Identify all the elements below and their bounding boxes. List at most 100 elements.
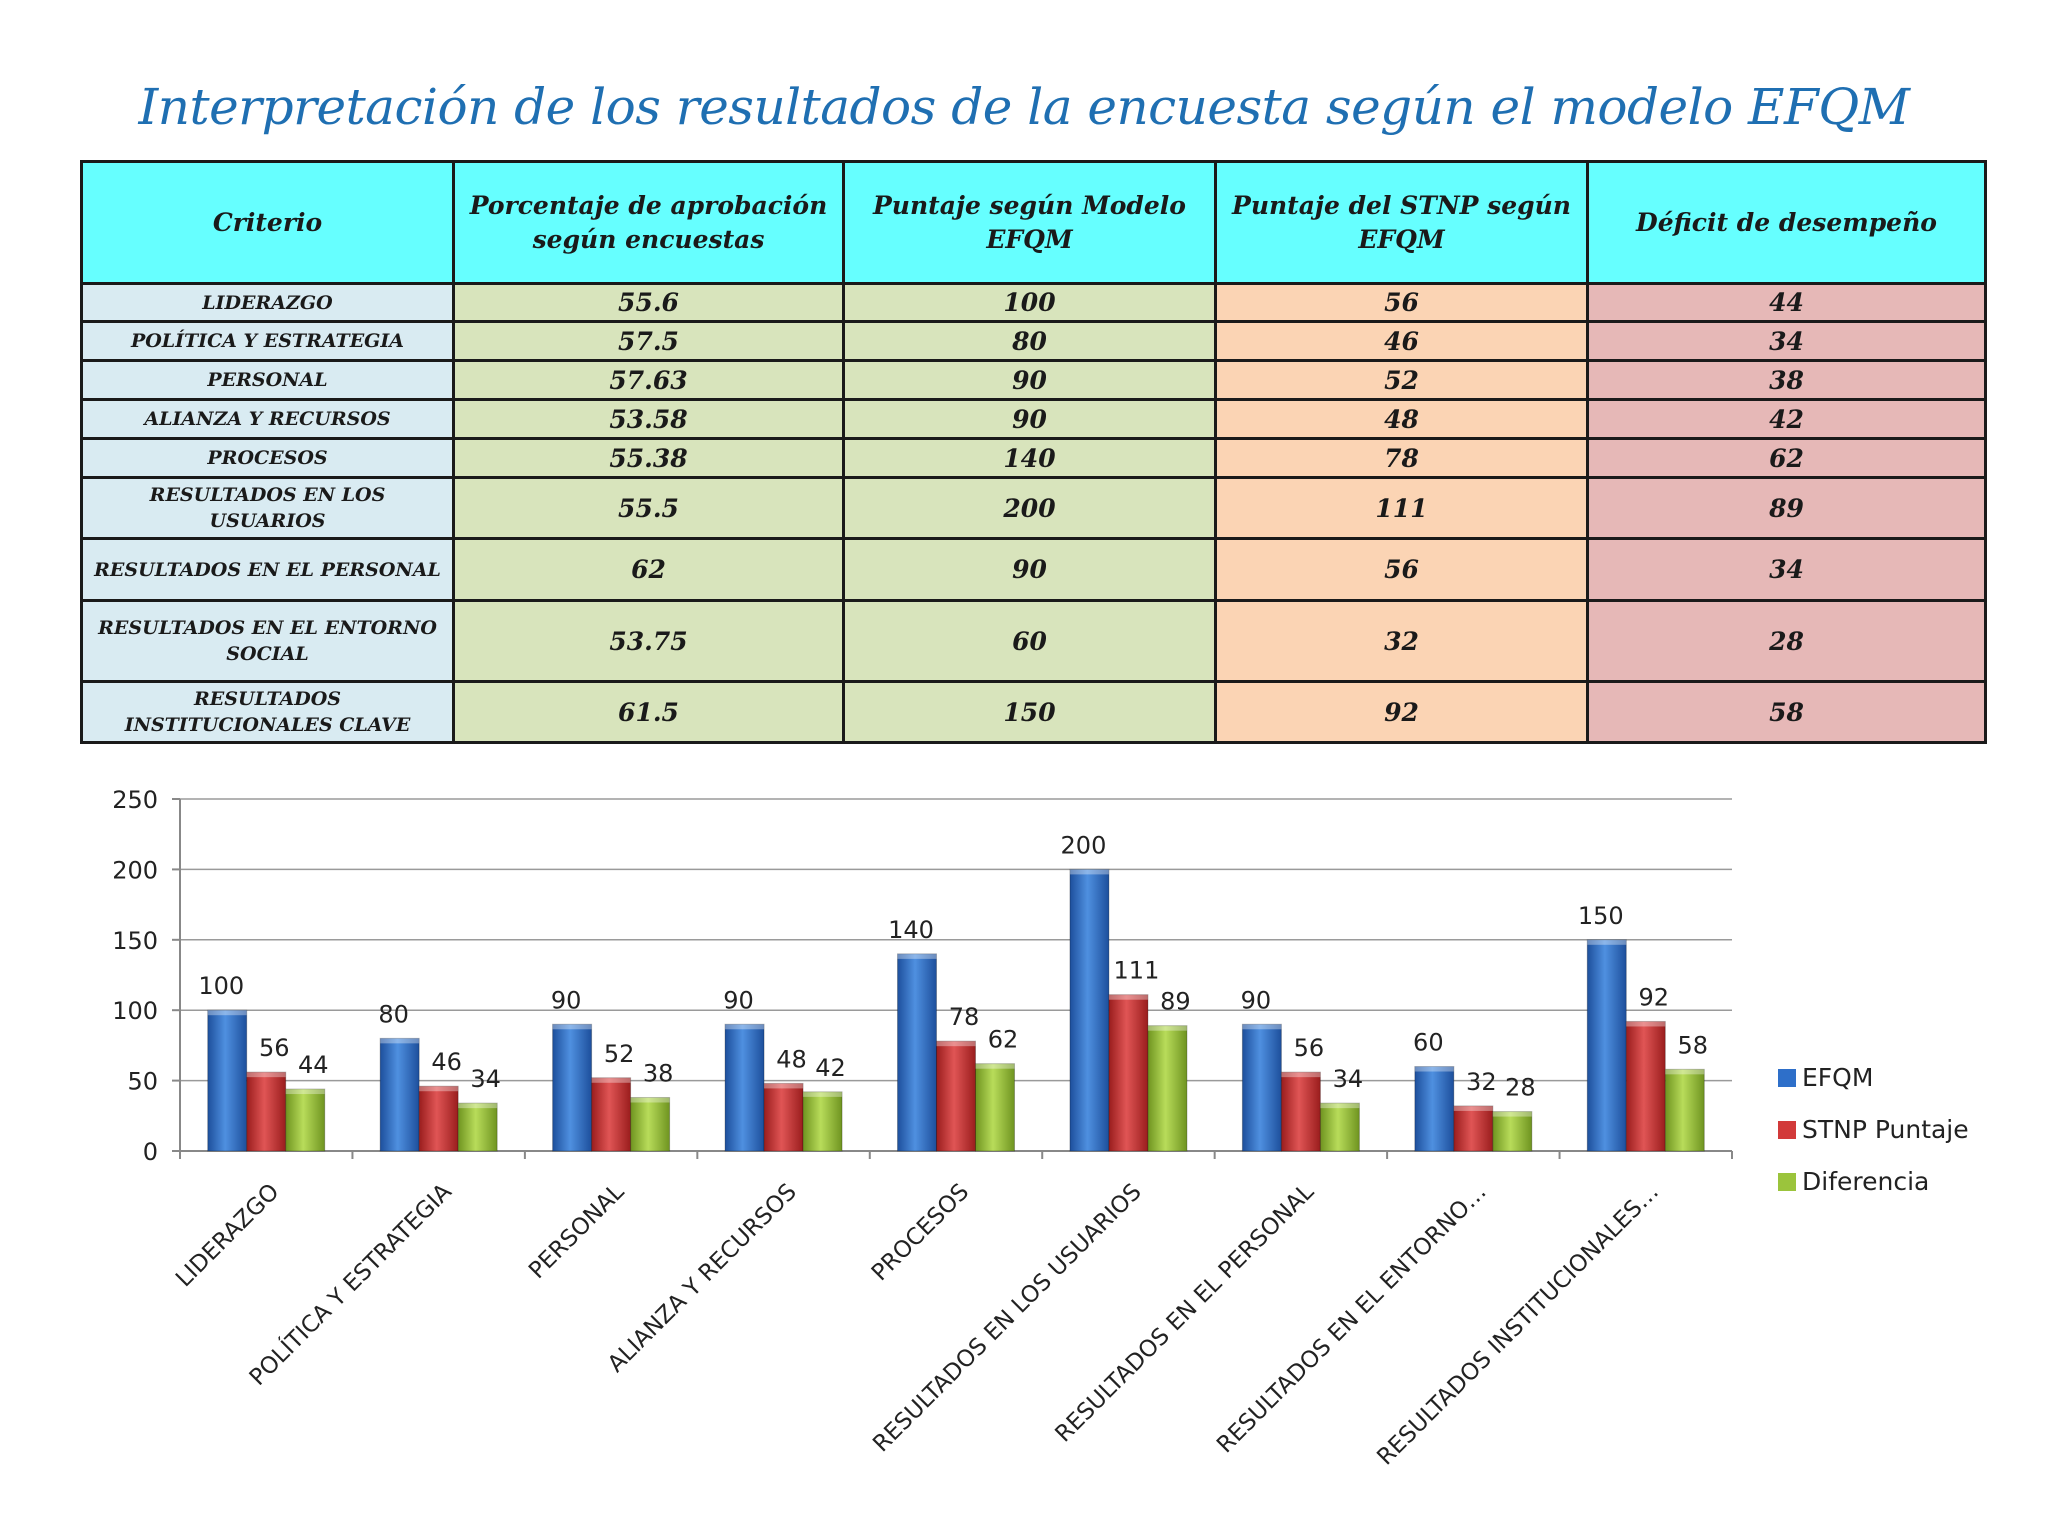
data-label: 140 <box>888 916 934 944</box>
data-label: 200 <box>1061 831 1107 859</box>
y-tick-label: 150 <box>112 927 158 955</box>
bar-efqm <box>379 1037 420 1152</box>
bar-top-highlight <box>1242 1024 1282 1030</box>
porcentaje-cell: 55.38 <box>452 437 845 479</box>
bar-top-highlight <box>552 1024 592 1030</box>
legend-label: Diferencia <box>1802 1167 1929 1196</box>
table-header-row: Criterio Porcentaje de aprobación según … <box>80 160 1987 285</box>
porcentaje-cell: 62 <box>452 537 845 602</box>
data-label: 48 <box>776 1045 807 1073</box>
deficit-cell: 44 <box>1586 282 1987 323</box>
bar-efqm <box>897 953 937 1152</box>
data-label: 60 <box>1413 1029 1444 1057</box>
y-tick-label: 50 <box>127 1068 158 1096</box>
data-label: 52 <box>604 1040 635 1068</box>
legend-swatch <box>1778 1173 1796 1191</box>
bar-top-highlight <box>630 1097 670 1103</box>
porcentaje-cell: 61.5 <box>452 680 845 744</box>
criterio-cell: POLÍTICA Y ESTRATEGIA <box>80 320 455 362</box>
deficit-cell: 34 <box>1586 320 1987 362</box>
porcentaje-cell: 55.5 <box>452 476 845 540</box>
puntaje-stnp-cell: 48 <box>1214 398 1589 440</box>
puntaje-modelo-cell: 80 <box>842 320 1217 362</box>
data-label: 150 <box>1578 902 1624 930</box>
bar-chart: 0 50 100 150 200 250 100 56 44 80 46 34 90 52 38 90 48 4… <box>112 786 1969 1471</box>
bar-diferencia <box>1492 1111 1533 1152</box>
data-label: 100 <box>198 972 244 1000</box>
bar-top-highlight <box>764 1083 804 1089</box>
chart-legend: EFQM STNP Puntaje Diferencia <box>1778 1063 1969 1196</box>
bar-stnp-puntaje <box>591 1077 632 1152</box>
bar-diferencia <box>802 1091 843 1152</box>
criterio-cell: ALIANZA Y RECURSOS <box>80 398 455 440</box>
bar-diferencia <box>1147 1025 1188 1152</box>
bar-efqm <box>1069 868 1110 1152</box>
table-row: RESULTADOS EN EL ENTORNO SOCIAL 53.75 60… <box>80 599 1987 683</box>
header-puntaje-stnp: Puntaje del STNP según EFQM <box>1214 160 1589 285</box>
data-label: 46 <box>431 1048 462 1076</box>
bar-top-highlight <box>725 1024 765 1030</box>
porcentaje-cell: 55.6 <box>452 282 845 323</box>
header-puntaje-modelo: Puntaje según Modelo EFQM <box>842 160 1217 285</box>
puntaje-modelo-cell: 90 <box>842 398 1217 440</box>
bar-top-highlight <box>419 1086 459 1092</box>
porcentaje-cell: 53.58 <box>452 398 845 440</box>
puntaje-stnp-cell: 111 <box>1214 476 1589 540</box>
y-tick-label: 200 <box>112 856 158 884</box>
data-label: 58 <box>1678 1031 1709 1059</box>
data-label: 34 <box>470 1065 501 1093</box>
data-label: 111 <box>1114 957 1160 985</box>
data-label: 44 <box>298 1051 329 1079</box>
puntaje-modelo-cell: 90 <box>842 359 1217 401</box>
bar-top-highlight <box>1453 1105 1493 1111</box>
data-label: 90 <box>551 986 582 1014</box>
header-criterio: Criterio <box>80 160 455 285</box>
table-row: RESULTADOS EN EL PERSONAL 62 90 56 34 <box>80 537 1987 602</box>
y-tick-label: 0 <box>143 1138 158 1166</box>
table-row: RESULTADOS EN LOS USUARIOS 55.5 200 111 … <box>80 476 1987 540</box>
data-label: 32 <box>1466 1068 1497 1096</box>
x-category-label: RESULTADOS INSTITUCIONALES… <box>1372 1179 1664 1471</box>
header-deficit: Déficit de desempeño <box>1586 160 1987 285</box>
puntaje-stnp-cell: 56 <box>1214 537 1589 602</box>
x-category-label: RESULTADOS EN EL ENTORNO… <box>1212 1179 1491 1458</box>
data-label: 90 <box>1241 986 1272 1014</box>
puntaje-stnp-cell: 78 <box>1214 437 1589 479</box>
bar-diferencia <box>1664 1068 1705 1152</box>
data-label: 42 <box>815 1054 846 1082</box>
bar-top-highlight <box>897 953 937 959</box>
puntaje-modelo-cell: 100 <box>842 282 1217 323</box>
legend-label: STNP Puntaje <box>1802 1115 1969 1144</box>
data-label: 92 <box>1639 983 1670 1011</box>
bar-stnp-puntaje <box>418 1085 459 1152</box>
bar-efqm <box>552 1023 593 1152</box>
puntaje-stnp-cell: 56 <box>1214 282 1589 323</box>
bar-efqm <box>1241 1023 1282 1152</box>
table-row: ALIANZA Y RECURSOS 53.58 90 48 42 <box>80 398 1987 440</box>
bar-efqm <box>1414 1066 1455 1152</box>
deficit-cell: 28 <box>1586 599 1987 683</box>
bar-top-highlight <box>207 1010 247 1016</box>
table-row: PROCESOS 55.38 140 78 62 <box>80 437 1987 479</box>
data-label: 38 <box>643 1059 674 1087</box>
puntaje-stnp-cell: 32 <box>1214 599 1589 683</box>
bar-top-highlight <box>1147 1025 1187 1031</box>
deficit-cell: 42 <box>1586 398 1987 440</box>
y-tick-label: 100 <box>112 997 158 1025</box>
x-category-label: LIDERAZGO <box>171 1179 284 1292</box>
bar-top-highlight <box>458 1103 498 1109</box>
data-label: 34 <box>1333 1065 1364 1093</box>
header-porcentaje: Porcentaje de aprobación según encuestas <box>452 160 845 285</box>
criterio-cell: PERSONAL <box>80 359 455 401</box>
data-labels: 100 56 44 80 46 34 90 52 38 90 48 42 140 78 62 200 11189… <box>198 831 1708 1101</box>
bar-diferencia <box>285 1088 326 1152</box>
page-title: Interpretación de los resultados de la e… <box>138 78 1910 136</box>
table-row: RESULTADOS INSTITUCIONALES CLAVE 61.5 15… <box>80 680 1987 744</box>
criterio-cell: LIDERAZGO <box>80 282 455 323</box>
x-category-label: POLÍTICA Y ESTRATEGIA <box>243 1177 457 1391</box>
table-row: POLÍTICA Y ESTRATEGIA 57.5 80 46 34 <box>80 320 1987 362</box>
bar-diferencia <box>1319 1102 1360 1152</box>
data-label: 56 <box>1294 1034 1325 1062</box>
table-row: PERSONAL 57.63 90 52 38 <box>80 359 1987 401</box>
